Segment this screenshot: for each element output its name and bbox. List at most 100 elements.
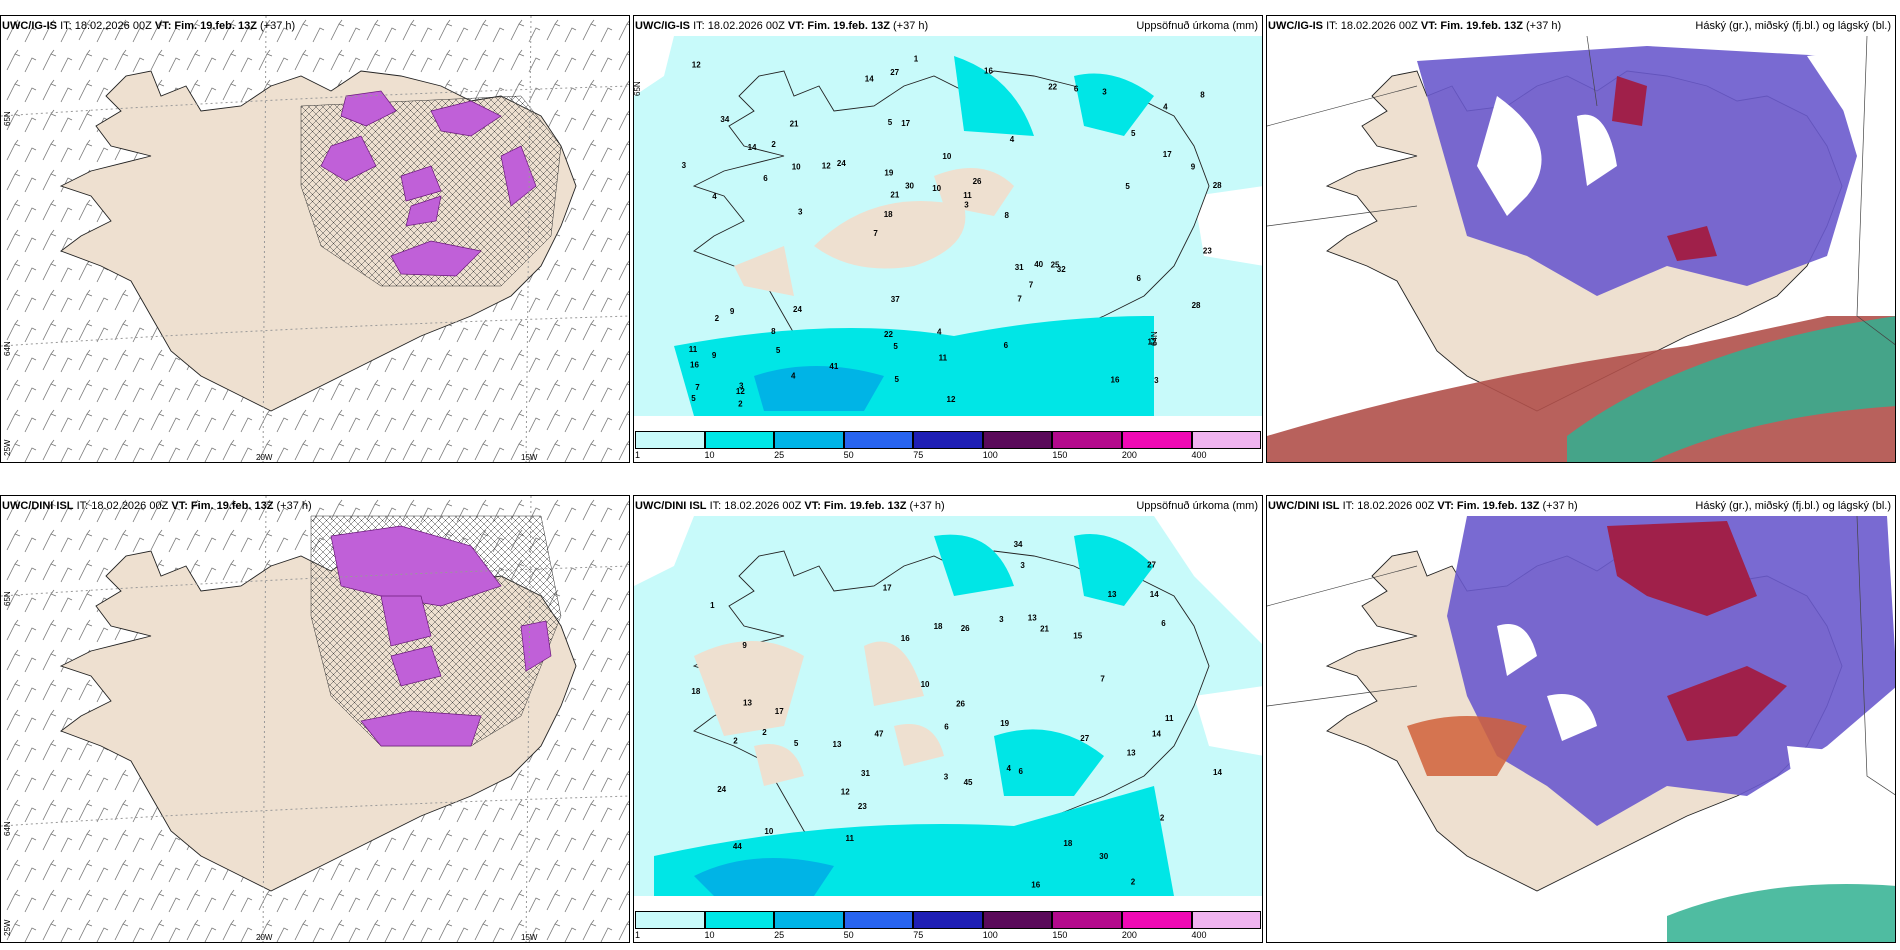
- colorbar-tick-label: 100: [982, 450, 998, 460]
- precip-value-label: 13: [1108, 590, 1117, 599]
- precip-value-label: 16: [901, 634, 910, 643]
- precip-value-label: 13: [1127, 749, 1136, 758]
- precip-value-label: 16: [984, 67, 993, 76]
- precip-value-label: 26: [956, 700, 965, 709]
- colorbar: [635, 911, 1262, 929]
- colorbar-segment: [704, 431, 775, 449]
- precip-value-label: 31: [1015, 263, 1024, 272]
- colorbar-tick-label: 200: [1121, 930, 1137, 940]
- precip-value-label: 32: [1057, 265, 1066, 274]
- precip-value-label: 17: [775, 707, 784, 716]
- precip-value-label: 3: [1154, 376, 1159, 385]
- precip-value-label: 37: [891, 295, 900, 304]
- init-time: IT: 18.02.2026 00Z: [76, 500, 169, 512]
- precip-value-label: 4: [937, 327, 942, 336]
- colorbar-tick-label: 50: [843, 930, 854, 940]
- colorbar-tick-label: 10: [704, 930, 715, 940]
- panel-header: UWC/DINI ISL IT: 18.02.2026 00Z VT: Fim.…: [2, 497, 627, 515]
- colorbar-tick-label: 100: [982, 930, 998, 940]
- valid-time-label: VT:: [154, 20, 172, 32]
- map-wind-barbs: [1, 16, 629, 462]
- colorbar-ticks: 1 10 25 50 75 100 150 200 400: [635, 450, 1261, 462]
- iceland-landmass: [692, 550, 1210, 892]
- precip-value-label: 5: [895, 375, 900, 384]
- precip-value-label: 5: [794, 739, 799, 748]
- valid-time: Fim. 19.feb. 13Z: [823, 500, 907, 512]
- colorbar-segment: [1052, 431, 1122, 449]
- precip-value-label: 11: [689, 345, 698, 354]
- colorbar-tick-label: 50: [843, 450, 854, 460]
- precip-value-label: 44: [733, 842, 742, 851]
- precip-value-label: 6: [1074, 84, 1079, 93]
- precip-value-label: 9: [742, 641, 747, 650]
- precip-value-label: 21: [890, 190, 899, 199]
- colorbar-segment: [1052, 911, 1122, 929]
- precip-value-label: 5: [1131, 129, 1136, 138]
- colorbar-segment: [704, 911, 775, 929]
- precip-value-label: 2: [733, 736, 738, 745]
- lon-label-20w: 20W: [256, 933, 273, 942]
- valid-time-label: VT:: [1420, 20, 1438, 32]
- precip-value-label: 17: [901, 119, 910, 128]
- precip-value-label: 7: [695, 383, 700, 392]
- lead-time: (+37 h): [1542, 500, 1578, 512]
- precip-value-label: 13: [743, 698, 752, 707]
- precip-value-label: 3: [682, 161, 687, 170]
- precip-value-label: 6: [944, 723, 949, 732]
- init-time: IT: 18.02.2026 00Z: [709, 500, 802, 512]
- colorbar-tick-label: 10: [704, 450, 715, 460]
- precip-value-label: 2: [1131, 878, 1136, 887]
- colorbar-tick-label: 200: [1121, 450, 1137, 460]
- precip-value-label: 4: [791, 371, 796, 380]
- precip-value-label: 31: [861, 769, 870, 778]
- precip-value-label: 2: [738, 400, 743, 409]
- precip-value-label: 3: [1020, 561, 1025, 570]
- model-name: UWC/IG-IS: [2, 20, 57, 32]
- colorbar-segment: [635, 911, 705, 929]
- colorbar-segment: [1121, 911, 1192, 929]
- lead-time: (+37 h): [276, 500, 312, 512]
- precip-value-label: 16: [1111, 375, 1120, 384]
- precip-value-label: 12: [841, 788, 850, 797]
- colorbar-tick-label: 150: [1052, 930, 1068, 940]
- valid-time-label: VT:: [804, 500, 821, 512]
- precip-value-label: 22: [884, 330, 893, 339]
- precip-value-label: 28: [1192, 301, 1201, 310]
- colorbar-tick-label: 75: [913, 450, 924, 460]
- precip-value-label: 28: [1213, 181, 1222, 190]
- colorbar-tick-label: 1: [635, 930, 641, 940]
- precip-value-label: 6: [1161, 619, 1166, 628]
- panel-top-middle-precip: UWC/IG-IS IT: 18.02.2026 00Z VT: Fim. 19…: [633, 15, 1263, 463]
- model-name: UWC/DINI ISL: [1268, 500, 1340, 512]
- lat-label-65n: 65N: [633, 81, 642, 96]
- precip-value-label: 5: [691, 394, 696, 403]
- model-name: UWC/DINI ISL: [2, 500, 74, 512]
- panel-header: UWC/DINI ISL IT: 18.02.2026 00Z VT: Fim.…: [635, 497, 1260, 515]
- precip-value-label: 40: [1034, 260, 1043, 269]
- precip-value-label: 6: [763, 174, 768, 183]
- precip-value-label: 11: [939, 354, 948, 363]
- panel-header: UWC/IG-IS IT: 18.02.2026 00Z VT: Fim. 19…: [635, 17, 1260, 35]
- valid-time-label: VT:: [171, 500, 188, 512]
- precip-value-label: 5: [888, 118, 893, 127]
- precip-value-label: 6: [1019, 767, 1024, 776]
- precip-value-label: 12: [736, 387, 745, 396]
- precip-value-label: 7: [1100, 675, 1105, 684]
- panel-title: Háský (gr.), miðský (fj.bl.) og lágský (…: [1695, 500, 1891, 512]
- colorbar-segment: [982, 431, 1053, 449]
- precip-value-label: 2: [715, 314, 720, 323]
- precip-value-label: 14: [865, 75, 874, 84]
- lead-time: (+37 h): [909, 500, 945, 512]
- colorbar-tick-label: 1: [635, 450, 641, 460]
- precip-value-label: 5: [776, 346, 781, 355]
- precip-value-label: 6: [1137, 274, 1142, 283]
- precip-value-label: 17: [1163, 150, 1172, 159]
- init-time: IT: 18.02.2026 00Z: [1326, 20, 1418, 32]
- colorbar-segment: [843, 431, 914, 449]
- colorbar-tick-label: 75: [913, 930, 924, 940]
- panel-header: UWC/DINI ISL IT: 18.02.2026 00Z VT: Fim.…: [1268, 497, 1893, 515]
- precip-value-label: 4: [712, 192, 717, 201]
- precip-value-label: 11: [1165, 714, 1174, 723]
- precip-value-label: 8: [1005, 211, 1010, 220]
- precip-value-label: 14: [1150, 590, 1159, 599]
